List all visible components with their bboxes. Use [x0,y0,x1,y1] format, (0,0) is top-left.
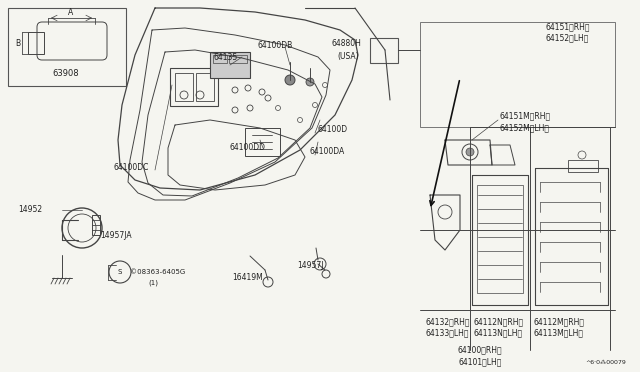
Text: 64112M〈RH〉: 64112M〈RH〉 [533,317,584,327]
Text: 64132〈RH〉: 64132〈RH〉 [425,317,470,327]
Bar [210,52,250,78]
Bar [245,128,280,156]
Bar [213,55,227,63]
Bar [170,68,218,106]
Text: 64135: 64135 [213,52,237,61]
Text: 14957J: 14957J [297,260,323,269]
Bar [370,38,398,63]
Text: 64152〈LH〉: 64152〈LH〉 [545,33,588,42]
Text: 64151M〈RH〉: 64151M〈RH〉 [500,112,551,121]
Text: 64100DD: 64100DD [230,144,266,153]
Text: 64100D: 64100D [318,125,348,135]
Text: 64152M〈LH〉: 64152M〈LH〉 [500,124,550,132]
Text: (1): (1) [148,280,158,286]
Bar [477,185,523,293]
Text: ©08363-6405G: ©08363-6405G [130,269,185,275]
Bar [196,73,214,101]
Bar [8,8,126,86]
Text: 64113N〈LH〉: 64113N〈LH〉 [474,328,523,337]
Text: B: B [15,38,20,48]
Text: 64100DC: 64100DC [113,164,148,173]
Text: A: A [68,8,74,17]
Text: 64100DA: 64100DA [310,148,345,157]
Bar [229,55,247,63]
Text: 64113M〈LH〉: 64113M〈LH〉 [533,328,583,337]
Text: 64101〈LH〉: 64101〈LH〉 [458,357,502,366]
Bar [420,22,615,127]
Text: 64133〈LH〉: 64133〈LH〉 [425,328,468,337]
Text: 64151〈RH〉: 64151〈RH〉 [545,22,589,32]
Bar [568,160,598,172]
Text: 14957JA: 14957JA [100,231,132,240]
Circle shape [306,78,314,86]
Text: (USA): (USA) [337,51,358,61]
Text: 14952: 14952 [18,205,42,215]
Circle shape [466,148,474,156]
Text: S: S [118,269,122,275]
Text: 64100DB: 64100DB [258,41,293,49]
Circle shape [285,75,295,85]
Text: ^6⋅0⁂00079: ^6⋅0⁂00079 [585,359,626,365]
Text: 16419M: 16419M [232,273,263,282]
Text: 64112N〈RH〉: 64112N〈RH〉 [474,317,524,327]
Bar [92,215,100,235]
Text: 64100〈RH〉: 64100〈RH〉 [458,346,502,355]
Text: 64880H: 64880H [332,39,362,48]
Text: 63908: 63908 [52,70,79,78]
Bar [175,73,193,101]
Bar [28,32,44,54]
